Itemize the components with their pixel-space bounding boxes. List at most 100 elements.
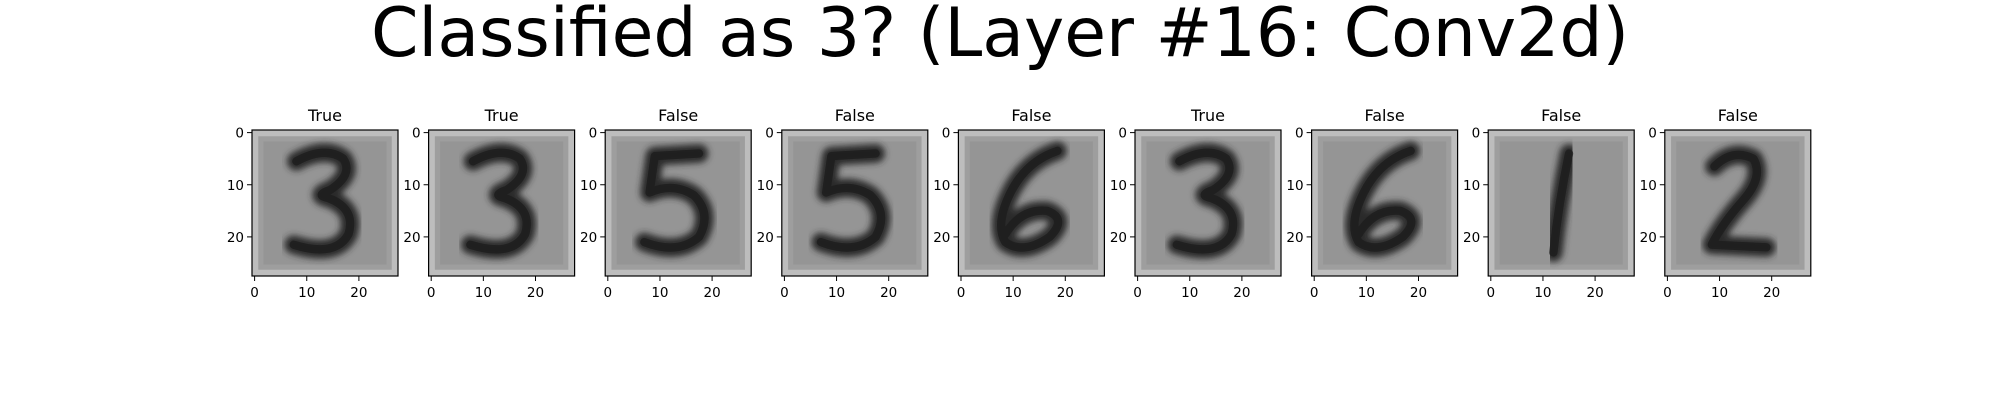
y-tick-label: 20 xyxy=(1110,230,1127,246)
x-tick-label: 20 xyxy=(1586,285,1603,301)
axes-frame xyxy=(957,129,1106,277)
y-tick-label: 0 xyxy=(589,126,598,142)
x-tick-label: 20 xyxy=(527,285,544,301)
digit-stroke-core xyxy=(1707,150,1771,252)
subplot-panel: False 0 10 20 0 10 20 xyxy=(1640,106,1812,301)
x-tick-label: 20 xyxy=(880,285,897,301)
x-tick-label: 0 xyxy=(957,285,966,301)
digit-stroke-core xyxy=(1172,148,1238,254)
panel-title: False xyxy=(658,106,698,125)
x-tick-label: 10 xyxy=(1005,285,1022,301)
digit-stroke-core-path xyxy=(1707,150,1771,252)
x-tick-label: 0 xyxy=(780,285,789,301)
panel-title: False xyxy=(1365,106,1405,125)
y-tick-label: 20 xyxy=(757,230,774,246)
x-tick-label: 20 xyxy=(1763,285,1780,301)
digit-stroke-core-path xyxy=(1549,149,1574,257)
x-tick-label: 0 xyxy=(250,285,259,301)
y-tick-label: 10 xyxy=(933,178,950,194)
y-tick-label: 0 xyxy=(1118,126,1127,142)
x-tick-label: 0 xyxy=(1133,285,1142,301)
x-tick-label: 0 xyxy=(427,285,436,301)
y-tick-label: 10 xyxy=(757,178,774,194)
y-tick-label: 10 xyxy=(1640,178,1657,194)
y-tick-label: 10 xyxy=(227,178,244,194)
digit-stroke-core xyxy=(466,148,531,254)
panel-title: True xyxy=(484,106,519,125)
x-tick-label: 10 xyxy=(298,285,315,301)
y-tick-label: 20 xyxy=(1286,230,1303,246)
subplot-panel: True 0 10 20 0 10 20 xyxy=(227,106,399,301)
y-tick-label: 0 xyxy=(942,126,951,142)
y-tick-label: 0 xyxy=(1295,126,1304,142)
x-tick-label: 10 xyxy=(828,285,845,301)
digit-stroke-core-path xyxy=(289,148,355,254)
x-tick-label: 0 xyxy=(1487,285,1496,301)
x-tick-label: 0 xyxy=(1663,285,1672,301)
digit-stroke-core-path xyxy=(466,148,531,254)
digit-stroke-core xyxy=(1350,146,1416,252)
y-tick-label: 20 xyxy=(403,230,420,246)
y-tick-label: 20 xyxy=(580,230,597,246)
y-tick-label: 0 xyxy=(412,126,421,142)
y-tick-label: 10 xyxy=(1463,178,1480,194)
subplot-panel: False 0 10 20 0 10 20 xyxy=(580,106,752,301)
y-tick-label: 10 xyxy=(1110,178,1127,194)
subplot-panel: True 0 10 20 0 10 20 xyxy=(403,106,576,301)
y-tick-label: 20 xyxy=(933,230,950,246)
x-tick-label: 0 xyxy=(604,285,613,301)
axes-frame xyxy=(251,129,399,277)
subplot-panel: False 0 10 20 0 10 20 xyxy=(933,106,1106,301)
subplot-panel: False 0 10 20 0 10 20 xyxy=(1463,106,1635,301)
y-tick-label: 10 xyxy=(403,178,420,194)
digit-stroke-core-path xyxy=(816,149,886,252)
panel-title: False xyxy=(1718,106,1758,125)
x-tick-label: 10 xyxy=(651,285,668,301)
digit-stroke-core-path xyxy=(1350,146,1416,252)
x-tick-label: 10 xyxy=(475,285,492,301)
x-tick-label: 20 xyxy=(1057,285,1074,301)
y-tick-label: 0 xyxy=(235,126,244,142)
digit-stroke-core xyxy=(1549,149,1574,257)
axes-frame xyxy=(428,129,576,277)
y-tick-label: 10 xyxy=(580,178,597,194)
y-tick-label: 10 xyxy=(1286,178,1303,194)
axes-frame xyxy=(1310,129,1459,277)
subplot-panel: False 0 10 20 0 10 20 xyxy=(757,106,929,301)
digit-stroke-core xyxy=(816,149,886,252)
panel-title: True xyxy=(307,106,342,125)
subplot-panel: False 0 10 20 0 10 20 xyxy=(1286,106,1459,301)
x-tick-label: 20 xyxy=(1410,285,1427,301)
x-tick-label: 20 xyxy=(1233,285,1250,301)
y-tick-label: 0 xyxy=(765,126,774,142)
axes-frame xyxy=(1664,129,1812,277)
digit-stroke-core xyxy=(640,149,709,252)
axes-frame xyxy=(1134,129,1282,277)
y-tick-label: 20 xyxy=(1640,230,1657,246)
x-tick-label: 10 xyxy=(1711,285,1728,301)
y-tick-label: 20 xyxy=(227,230,244,246)
digit-stroke-core-path xyxy=(1172,148,1238,254)
digit-stroke-core xyxy=(289,148,355,254)
panel-title: False xyxy=(1541,106,1581,125)
figure-title: Classified as 3? (Layer #16: Conv2d) xyxy=(370,0,1630,73)
digit-stroke-core-path xyxy=(997,146,1063,252)
axes-frame xyxy=(781,129,929,277)
y-tick-label: 0 xyxy=(1648,126,1657,142)
x-tick-label: 10 xyxy=(1358,285,1375,301)
y-tick-label: 20 xyxy=(1463,230,1480,246)
digit-stroke-core-path xyxy=(640,149,709,252)
panel-title: False xyxy=(1011,106,1051,125)
axes-frame xyxy=(604,129,752,277)
x-tick-label: 10 xyxy=(1181,285,1198,301)
subplot-panel: True 0 10 20 0 10 20 xyxy=(1110,106,1282,301)
y-tick-label: 0 xyxy=(1472,126,1481,142)
x-tick-label: 10 xyxy=(1534,285,1551,301)
axes-frame xyxy=(1487,129,1635,277)
x-tick-label: 0 xyxy=(1310,285,1319,301)
digit-stroke-core xyxy=(997,146,1063,252)
x-tick-label: 20 xyxy=(350,285,367,301)
panel-title: True xyxy=(1190,106,1225,125)
panel-title: False xyxy=(835,106,875,125)
